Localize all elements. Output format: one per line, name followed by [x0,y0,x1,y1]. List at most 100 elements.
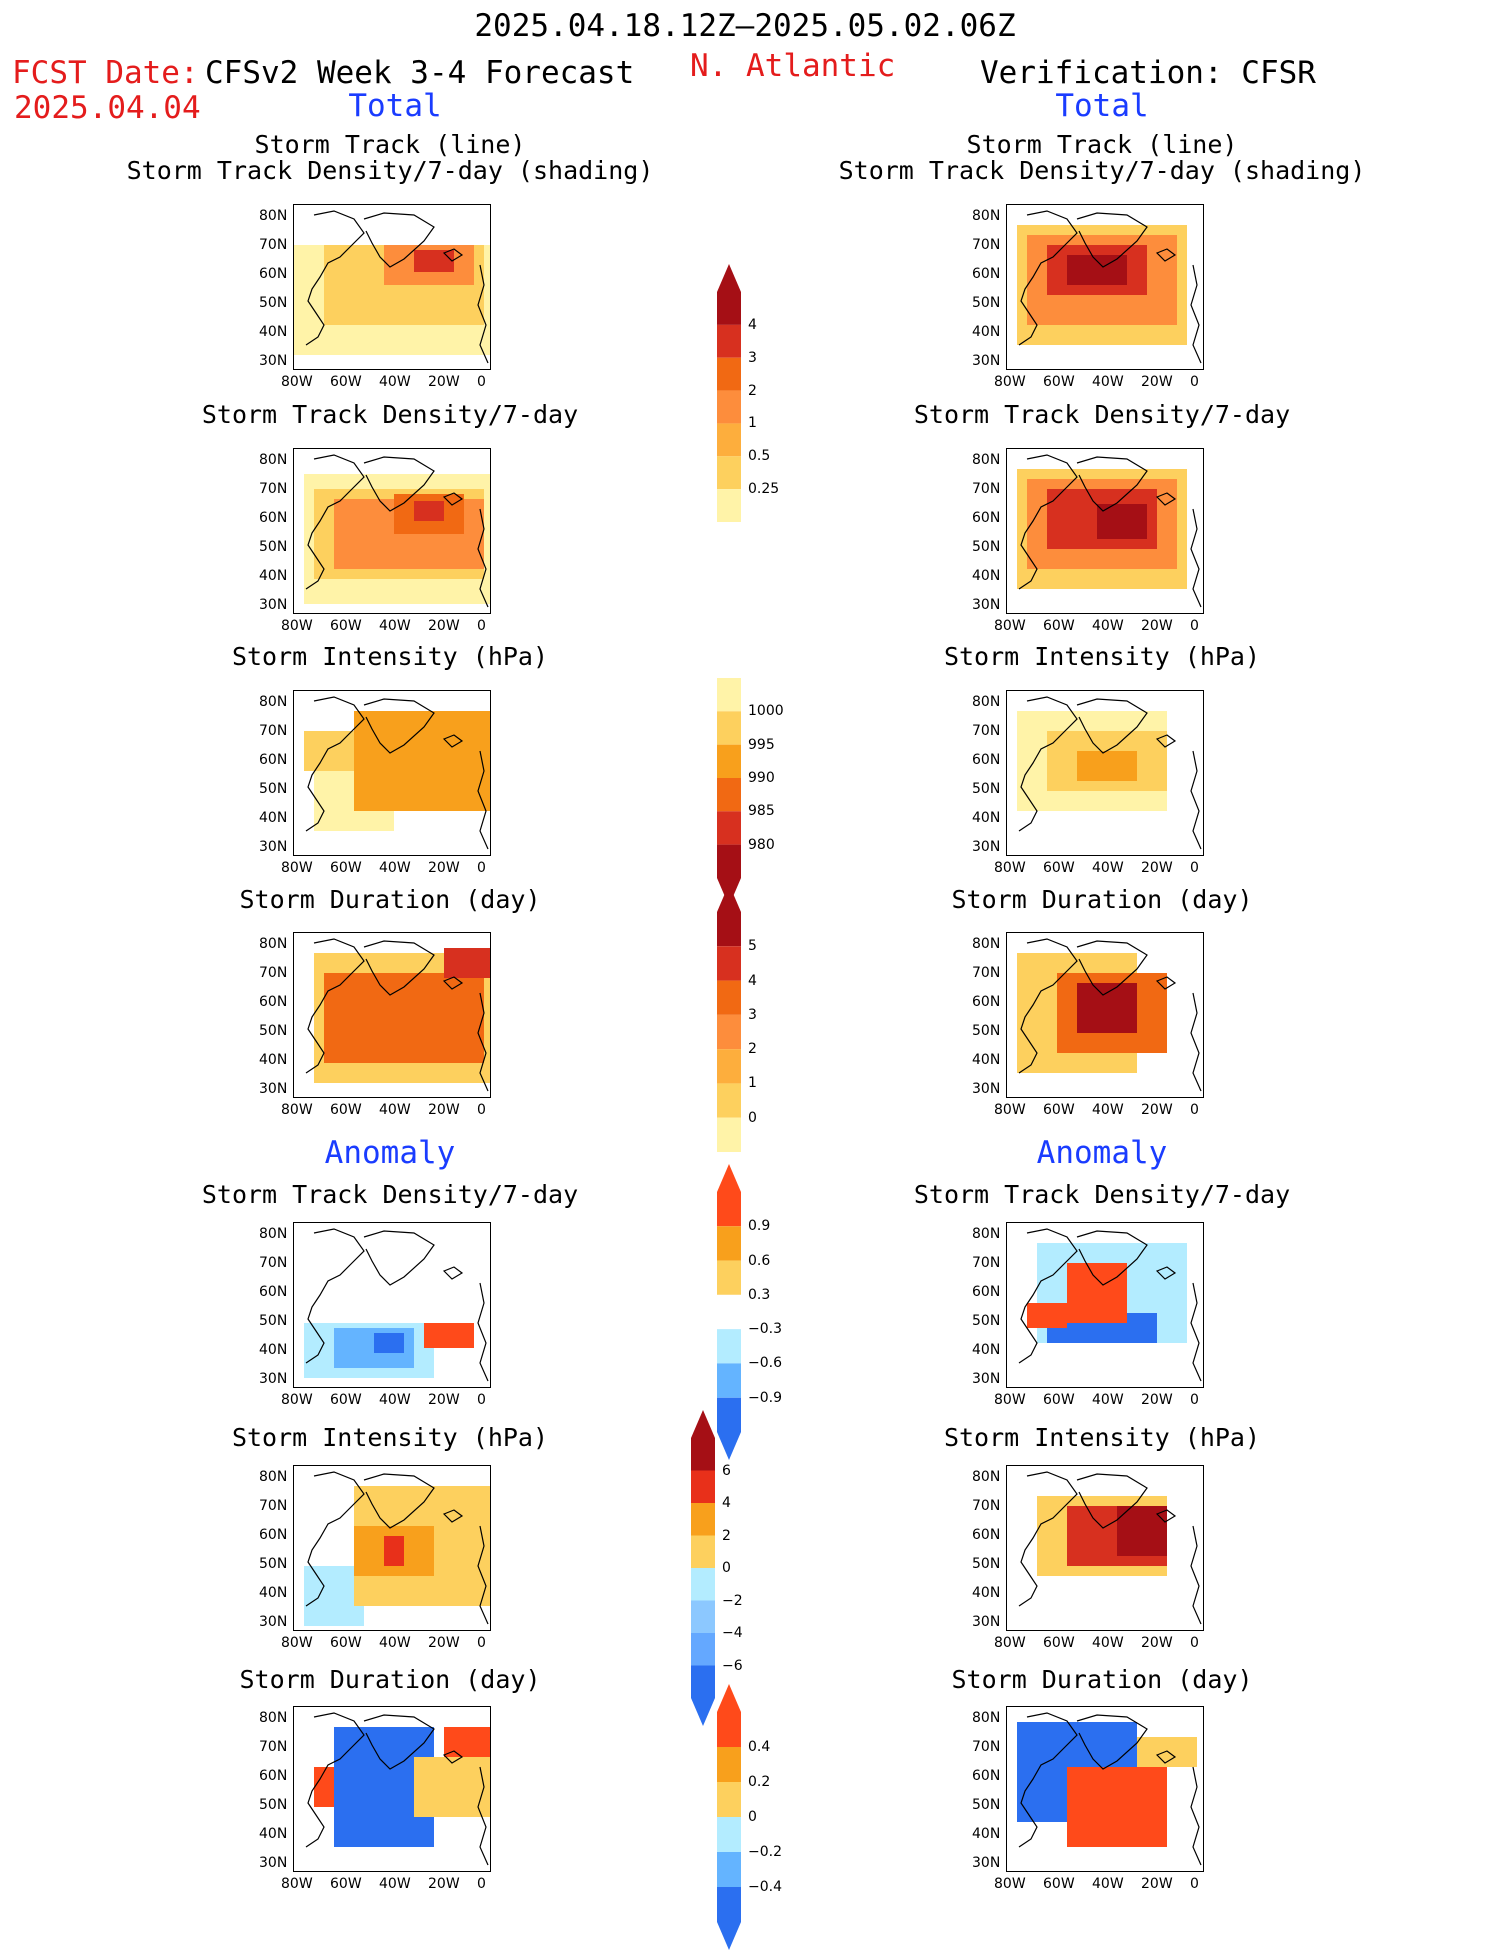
lat-label: 80N [259,694,288,710]
lon-label: 40W [379,860,411,876]
fcst-label: FCST Date: [12,55,199,91]
title-anom-density-left: Storm Track Density/7-day [201,1180,579,1209]
colorbar-segment [717,1049,741,1084]
lat-label: 30N [259,839,288,855]
colorbar-label: 990 [748,770,775,786]
lat-label: 40N [259,324,288,340]
lon-label: 60W [330,1102,362,1118]
lat-label: 60N [972,266,1001,282]
colorbar-label: −0.4 [748,1879,782,1895]
title-anom-duration-right: Storm Duration (day) [951,1665,1253,1694]
colorbar-label: −4 [722,1625,743,1641]
lon-label: 40W [1092,1392,1124,1408]
lat-label: 80N [972,1469,1001,1485]
coastline [1018,1228,1202,1382]
map-shading [1017,210,1202,364]
map-left-adur [293,1706,491,1872]
lon-label: 80W [281,1876,313,1892]
colorbar-label: 1000 [748,703,784,720]
lon-label: 0 [477,1635,486,1651]
map-right-track [1006,204,1204,370]
map-left-intensity [293,690,491,856]
fcst-date: 2025.04.04 [14,90,201,126]
coastline [305,210,489,364]
map-right-adur [1006,1706,1204,1872]
colorbar-duration_anom [717,1684,741,1950]
lat-label: 70N [259,1498,288,1514]
colorbar-segment [717,711,741,745]
lat-label: 70N [259,723,288,739]
lat-label: 80N [972,936,1001,952]
colorbar-label: 0.9 [748,1218,771,1235]
lat-label: 30N [259,1371,288,1387]
lon-label: 80W [994,1392,1026,1408]
colorbar-segment [691,1410,715,1471]
coastline [305,1228,489,1382]
coastline [305,696,489,850]
colorbar-segment [717,264,741,325]
region-title: N. Atlantic [690,48,896,84]
colorbar-label: 2 [748,382,757,399]
lon-label: 80W [281,1392,313,1408]
lon-label: 20W [428,860,460,876]
colorbar-label: 980 [748,836,775,853]
colorbar-segment [717,390,741,424]
lon-label: 20W [1141,618,1173,634]
colorbar-label: 0.25 [748,481,780,498]
lon-label: 20W [428,1635,460,1651]
lon-label: 0 [1190,1876,1199,1892]
shading-cell [1097,504,1147,539]
shading-cell [314,1767,334,1807]
lon-label: 60W [1043,860,1075,876]
shading-cell [424,1323,474,1348]
colorbar-segment [717,1014,741,1050]
title-anom-intensity-left: Storm Intensity (hPa) [231,1423,549,1452]
lon-label: 40W [1092,1635,1124,1651]
lat-label: 80N [259,1226,288,1242]
lon-label: 20W [428,1392,460,1408]
lat-label: 60N [259,1284,288,1300]
map-shading [304,1228,489,1382]
colorbar-label: 0.5 [748,448,771,465]
lon-label: 80W [994,374,1026,390]
lon-label: 60W [330,1635,362,1651]
title-density-left: Storm Track Density/7-day [201,400,579,429]
colorbar-segment [717,980,741,1015]
coastline [305,938,489,1092]
lat-label: 50N [972,781,1001,797]
lat-label: 40N [972,810,1001,826]
map-shading [305,938,490,1092]
lon-label: 80W [281,618,313,634]
lat-label: 30N [972,1371,1001,1387]
lat-label: 80N [259,1710,288,1726]
lat-label: 70N [972,1739,1001,1755]
colorbar-segment [691,1470,715,1503]
lon-label: 40W [379,1635,411,1651]
shading-cell [414,501,444,521]
coastline [305,1712,489,1866]
colorbar-label: 2 [748,1041,757,1058]
lat-label: 60N [259,752,288,768]
colorbar-segment [717,1164,741,1227]
lon-label: 60W [330,1392,362,1408]
lat-label: 60N [259,510,288,526]
colorbar-segment [717,1294,741,1330]
coastline [1018,938,1202,1092]
shading-cell [1027,1303,1067,1328]
lat-label: 40N [972,324,1001,340]
lon-label: 40W [379,374,411,390]
lat-label: 30N [972,1855,1001,1871]
colorbar-label: 6 [722,1462,731,1479]
map-right-duration [1006,932,1204,1098]
coastline [305,1471,489,1625]
lat-label: 50N [972,1023,1001,1039]
colorbar-label: −0.9 [748,1389,782,1406]
lat-label: 40N [259,1052,288,1068]
colorbar-segment [691,1665,715,1726]
lon-label: 0 [477,860,486,876]
map-left-adens [293,1222,491,1388]
map-right-adens [1006,1222,1204,1388]
lon-label: 40W [1092,374,1124,390]
lon-label: 0 [1190,1635,1199,1651]
lon-label: 20W [1141,374,1173,390]
